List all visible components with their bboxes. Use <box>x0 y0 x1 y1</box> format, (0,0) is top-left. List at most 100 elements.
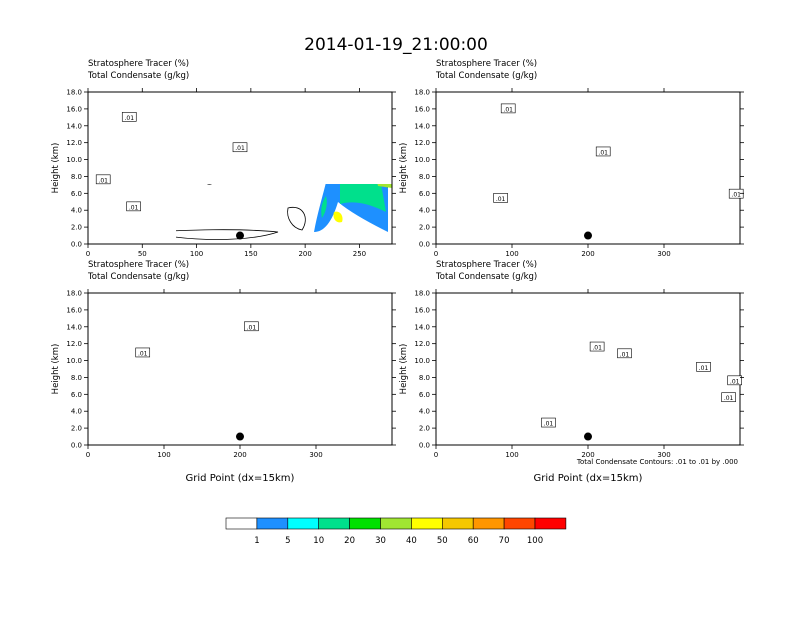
contour-footnote: Total Condensate Contours: .01 to .01 by… <box>576 458 738 466</box>
y-tick-label: 10.0 <box>66 156 82 164</box>
y-tick-label: 16.0 <box>414 105 430 113</box>
panel-subtitle-condensate: Total Condensate (g/kg) <box>87 71 189 81</box>
y-tick-label: 4.0 <box>419 408 430 416</box>
x-tick-label: 300 <box>657 451 670 459</box>
location-marker <box>584 432 592 441</box>
x-tick-label: 300 <box>657 250 670 258</box>
colorbar-label: 60 <box>468 536 479 546</box>
y-tick-label: 16.0 <box>414 306 430 314</box>
colorbar-swatch <box>411 517 443 530</box>
contour-label: .01 <box>592 345 602 352</box>
panel-subtitle-tracer: Stratosphere Tracer (%) <box>88 260 189 270</box>
y-tick-label: 10.0 <box>66 357 82 365</box>
y-tick-label: 8.0 <box>419 374 430 382</box>
plot-area <box>436 92 740 244</box>
panel-1: Stratosphere Tracer (%) Total Condensate … <box>51 59 396 258</box>
location-marker <box>236 231 244 240</box>
y-tick-label: 6.0 <box>419 190 430 198</box>
contour-label-box <box>696 362 711 372</box>
tracer-band <box>377 184 392 188</box>
y-tick-label: 4.0 <box>419 207 430 215</box>
tracer-band <box>333 211 343 223</box>
contour-label-box <box>121 112 137 122</box>
colorbar-label: 20 <box>344 536 355 546</box>
x-tick-label: 0 <box>434 250 438 258</box>
colorbar-swatch <box>472 517 505 530</box>
colorbar-label: 50 <box>437 536 448 546</box>
condensate-contour <box>287 206 306 231</box>
x-axis-label: Grid Point (dx=15km) <box>186 473 295 484</box>
panel-subtitle-tracer: Stratosphere Tracer (%) <box>436 59 537 69</box>
colorbar-swatch <box>534 517 567 530</box>
y-tick-label: 6.0 <box>71 391 82 399</box>
plot-area <box>436 293 740 445</box>
location-marker <box>236 432 244 441</box>
contour-label: .01 <box>129 204 139 211</box>
contour-label: .01 <box>247 324 257 331</box>
colorbar-label: 30 <box>375 536 386 546</box>
colorbar-label: 1 <box>254 536 259 546</box>
panel-subtitle-condensate: Total Condensate (g/kg) <box>435 272 537 282</box>
panel-subtitle-condensate: Total Condensate (g/kg) <box>435 71 537 81</box>
y-axis-label: Height (km) <box>399 143 409 194</box>
contour-label-box <box>493 193 508 203</box>
contour-label-box <box>727 375 742 386</box>
colorbar-label: 40 <box>406 536 417 546</box>
y-tick-label: 6.0 <box>419 391 430 399</box>
colorbar-swatch <box>503 517 536 530</box>
contour-label: .01 <box>98 177 108 184</box>
y-tick-label: 18.0 <box>414 89 430 97</box>
contour-label-box <box>500 103 516 114</box>
x-tick-label: 150 <box>244 250 257 258</box>
y-tick-label: 14.0 <box>414 323 430 331</box>
panel-subtitle-tracer: Stratosphere Tracer (%) <box>88 59 189 69</box>
y-tick-label: 0.0 <box>71 241 82 249</box>
y-tick-label: 12.0 <box>414 139 430 147</box>
panel-label: South-North <box>120 98 181 109</box>
y-tick-label: 14.0 <box>66 122 82 130</box>
x-tick-label: 100 <box>190 250 203 258</box>
x-tick-label: 200 <box>298 250 311 258</box>
colorbar-swatch <box>287 517 319 530</box>
y-tick-label: 12.0 <box>414 340 430 348</box>
contour-label-box <box>232 142 248 153</box>
y-tick-label: 0.0 <box>419 442 430 450</box>
contour-label-box <box>617 348 632 359</box>
y-tick-label: 2.0 <box>419 224 430 232</box>
y-tick-label: 6.0 <box>71 190 82 198</box>
contour-label-box <box>135 347 151 358</box>
y-tick-label: 10.0 <box>414 357 430 365</box>
x-tick-label: 0 <box>434 451 438 459</box>
y-tick-label: 2.0 <box>71 224 82 232</box>
y-tick-label: 14.0 <box>66 323 82 331</box>
panel-label: West-East <box>120 299 170 310</box>
y-tick-label: 0.0 <box>71 442 82 450</box>
y-tick-label: 16.0 <box>66 306 82 314</box>
plot-frame <box>87 91 393 245</box>
contour-label-box <box>595 146 611 157</box>
contour-label: .01 <box>235 145 245 152</box>
colorbar-swatch <box>256 517 289 530</box>
x-tick-label: 50 <box>138 250 147 258</box>
x-tick-label: 100 <box>505 250 518 258</box>
colorbar-swatch <box>318 517 350 530</box>
contour-label: .01 <box>138 350 148 357</box>
y-tick-label: 16.0 <box>66 105 82 113</box>
location-marker <box>584 231 592 240</box>
y-tick-label: 8.0 <box>71 374 82 382</box>
x-tick-label: 250 <box>353 250 366 258</box>
colorbar-label: 5 <box>285 536 290 546</box>
contour-label-box <box>541 417 556 428</box>
y-tick-label: 14.0 <box>414 122 430 130</box>
contour-label: .01 <box>598 149 608 156</box>
panel-3: Stratosphere Tracer (%) Total Condensate … <box>51 260 396 484</box>
x-tick-label: 0 <box>86 250 90 258</box>
x-tick-label: 200 <box>581 250 594 258</box>
y-tick-label: 18.0 <box>414 290 430 298</box>
tracer-band <box>321 184 386 218</box>
panel-subtitle-tracer: Stratosphere Tracer (%) <box>436 260 537 270</box>
x-tick-label: 0 <box>86 451 90 459</box>
y-tick-label: 0.0 <box>419 241 430 249</box>
contour-label: .01 <box>496 196 506 203</box>
